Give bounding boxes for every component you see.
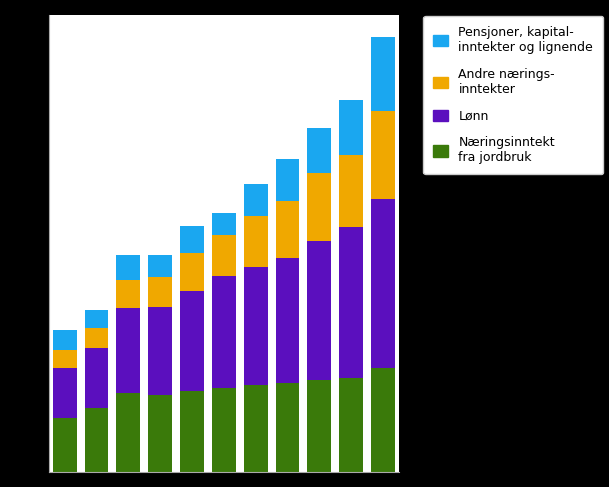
Bar (339, 155, 363, 226)
Bar (244, 385, 267, 472)
Bar (275, 259, 300, 383)
Bar (85, 408, 108, 472)
Bar (308, 128, 331, 173)
Bar (244, 184, 267, 216)
Bar (180, 391, 204, 472)
Bar (85, 310, 108, 328)
Bar (148, 277, 172, 307)
Bar (308, 380, 331, 472)
Bar (308, 241, 331, 380)
Bar (371, 37, 395, 111)
Bar (339, 378, 363, 472)
Bar (85, 348, 108, 408)
Bar (275, 383, 300, 472)
Bar (275, 201, 300, 259)
Bar (148, 307, 172, 395)
Bar (180, 225, 204, 253)
Bar (371, 368, 395, 472)
Bar (212, 213, 236, 235)
Bar (53, 350, 77, 368)
Bar (116, 308, 140, 393)
Bar (339, 100, 363, 155)
Bar (212, 276, 236, 388)
Legend: Pensjoner, kapital-
inntekter og lignende, Andre nærings-
inntekter, Lønn, Nærin: Pensjoner, kapital- inntekter og lignend… (423, 16, 603, 174)
Bar (116, 281, 140, 308)
Bar (244, 267, 267, 385)
Bar (180, 253, 204, 291)
Bar (180, 291, 204, 391)
Bar (244, 216, 267, 267)
Bar (53, 330, 77, 350)
Bar (212, 388, 236, 472)
Bar (148, 395, 172, 472)
Bar (371, 111, 395, 199)
Bar (53, 418, 77, 472)
Bar (116, 393, 140, 472)
Bar (148, 256, 172, 277)
Bar (371, 199, 395, 368)
Bar (339, 226, 363, 378)
Bar (116, 256, 140, 281)
Bar (308, 173, 331, 241)
Bar (212, 235, 236, 276)
Bar (53, 368, 77, 418)
Bar (275, 159, 300, 201)
Bar (85, 328, 108, 348)
